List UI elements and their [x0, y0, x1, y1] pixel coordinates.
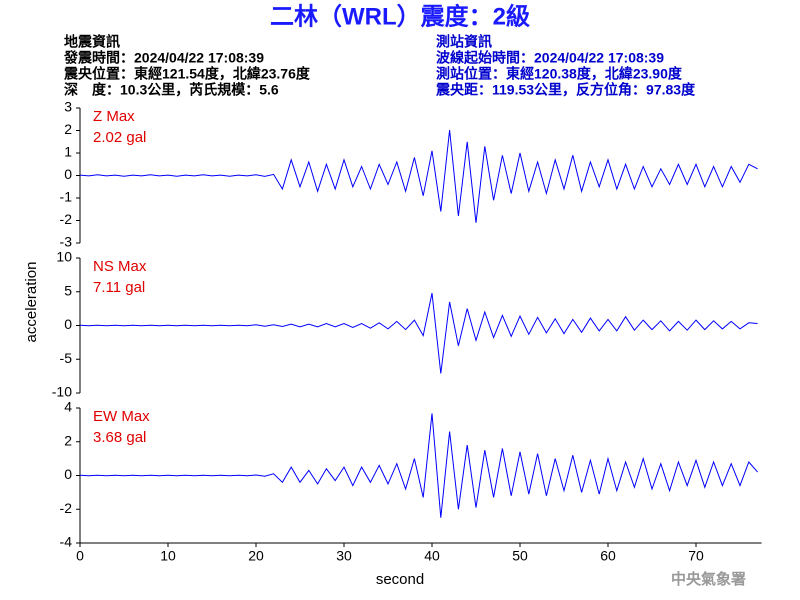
- waveform: [79, 292, 758, 374]
- x-tick-label: 10: [160, 548, 176, 564]
- x-tick-label: 30: [336, 548, 352, 564]
- info-line: 測站位置：東經120.38度，北緯23.90度: [436, 66, 683, 82]
- y-tick-label: 4: [64, 399, 72, 415]
- info-line: 震央距：119.53公里，反方位角：97.83度: [435, 82, 696, 98]
- y-tick-label: 2: [64, 432, 72, 448]
- waveform: [79, 130, 758, 223]
- y-tick-label: -2: [60, 500, 73, 516]
- y-tick-label: 10: [56, 249, 72, 265]
- y-tick-label: 2: [64, 121, 72, 137]
- chart-title: 二林（WRL）震度：2級: [270, 2, 530, 30]
- info-line: 震央位置：東經121.54度，北緯23.76度: [63, 66, 311, 82]
- info-line: 地震資訊: [64, 34, 120, 50]
- y-tick-label: -3: [60, 234, 73, 250]
- y-axis-label: acceleration: [23, 262, 40, 343]
- panel-max: 7.11 gal: [93, 279, 145, 296]
- panel-max: 2.02 gal: [93, 129, 146, 146]
- y-tick-label: 5: [64, 282, 72, 298]
- y-tick-label: -5: [60, 350, 73, 366]
- panel-label: NS Max: [93, 258, 147, 275]
- x-tick-label: 40: [424, 548, 440, 564]
- info-line: 深 度：10.3公里，芮氏規模：5.6: [64, 82, 279, 98]
- y-tick-label: -2: [60, 211, 73, 227]
- waveform: [79, 413, 758, 518]
- panel-max: 3.68 gal: [93, 429, 146, 446]
- info-line: 發震時間：2024/04/22 17:08:39: [63, 50, 264, 66]
- x-tick-label: 50: [512, 548, 528, 564]
- y-tick-label: -1: [60, 189, 73, 205]
- panel-label: Z Max: [93, 108, 135, 125]
- info-line: 測站資訊: [436, 34, 492, 50]
- y-tick-label: 0: [64, 316, 72, 332]
- y-tick-label: 0: [64, 166, 72, 182]
- y-tick-label: 3: [64, 99, 72, 115]
- panel-label: EW Max: [93, 408, 150, 425]
- info-line: 波線起始時間：2024/04/22 17:08:39: [436, 50, 664, 66]
- y-tick-label: 1: [64, 144, 72, 160]
- x-tick-label: 70: [688, 548, 704, 564]
- footer: 中央氣象署: [671, 570, 746, 588]
- x-tick-label: 0: [76, 548, 84, 564]
- y-tick-label: -10: [52, 384, 72, 400]
- x-tick-label: 20: [248, 548, 264, 564]
- y-tick-label: -4: [60, 534, 73, 550]
- y-tick-label: 0: [64, 466, 72, 482]
- x-axis-label: second: [376, 571, 424, 588]
- x-tick-label: 60: [600, 548, 616, 564]
